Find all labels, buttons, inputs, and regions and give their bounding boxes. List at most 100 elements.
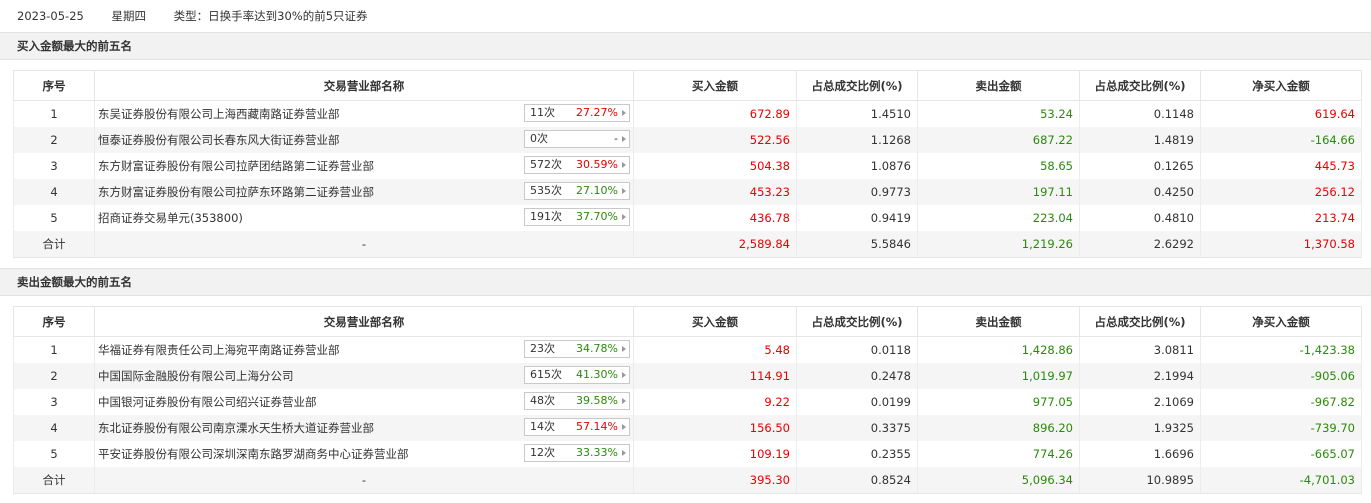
caret-right-icon [622,136,626,142]
caret-right-icon [622,424,626,430]
listing-count: 615次 [530,368,562,381]
branch-stats-dropdown[interactable]: 11次 27.27% [524,104,630,122]
total-sell-ratio: 10.9895 [1079,467,1201,494]
branch-name-link[interactable]: 东吴证券股份有限公司上海西藏南路证券营业部 [98,107,340,121]
sell-ratio: 0.1148 [1079,100,1201,127]
col-buy-ratio: 占总成交比例(%) [796,306,918,337]
buy-amount: 504.38 [633,153,797,179]
branch-name-cell: 华福证券有限责任公司上海宛平南路证券营业部 23次 34.78% [94,336,634,363]
caret-right-icon [622,450,626,456]
table-header-row: 序号 交易营业部名称 买入金额 占总成交比例(%) 卖出金额 占总成交比例(%)… [13,306,1362,337]
total-net-buy: 1,370.58 [1200,231,1362,258]
branch-stats-dropdown[interactable]: 615次 41.30% [524,366,630,384]
branch-name-link[interactable]: 平安证券股份有限公司深圳深南东路罗湖商务中心证券营业部 [98,447,409,461]
table-header-row: 序号 交易营业部名称 买入金额 占总成交比例(%) 卖出金额 占总成交比例(%)… [13,70,1362,101]
buy-ratio: 1.4510 [796,100,918,127]
branch-name-cell: 恒泰证券股份有限公司长春东风大街证券营业部 0次 - [94,127,634,153]
branch-name-link[interactable]: 中国银河证券股份有限公司绍兴证券营业部 [98,395,317,409]
net-buy-amount: -665.07 [1200,441,1362,467]
total-sell-ratio: 2.6292 [1079,231,1201,258]
buy-amount: 109.19 [633,441,797,467]
total-buy-amount: 395.30 [633,467,797,494]
buy-ratio: 0.0118 [796,336,918,363]
win-rate: 39.58% [576,394,618,407]
sell-amount: 53.24 [917,100,1080,127]
listing-count: 572次 [530,158,562,171]
col-branch-name: 交易营业部名称 [94,306,634,337]
col-buy-ratio: 占总成交比例(%) [796,70,918,101]
col-seq: 序号 [13,306,95,337]
branch-name-link[interactable]: 东方财富证券股份有限公司拉萨东环路第二证券营业部 [98,185,374,199]
branch-name-link[interactable]: 中国国际金融股份有限公司上海分公司 [98,369,294,383]
branch-stats-dropdown[interactable]: 572次 30.59% [524,156,630,174]
branch-stats-dropdown[interactable]: 535次 27.10% [524,182,630,200]
sell-ratio: 0.4810 [1079,205,1201,231]
branch-name-link[interactable]: 东方财富证券股份有限公司拉萨团结路第二证券营业部 [98,159,374,173]
branch-name-link[interactable]: 恒泰证券股份有限公司长春东风大街证券营业部 [98,133,340,147]
table-row: 4 东北证券股份有限公司南京溧水天生桥大道证券营业部 14次 57.14% 156.50… [13,415,1362,441]
branch-stats-dropdown[interactable]: 23次 34.78% [524,340,630,358]
buy-amount: 453.23 [633,179,797,205]
row-seq: 3 [13,389,95,415]
branch-name-link[interactable]: 东北证券股份有限公司南京溧水天生桥大道证券营业部 [98,421,374,435]
net-buy-amount: -967.82 [1200,389,1362,415]
total-name-placeholder: - [94,467,634,494]
listing-count: 535次 [530,184,562,197]
net-buy-amount: 619.64 [1200,100,1362,127]
row-seq: 4 [13,415,95,441]
listing-count: 191次 [530,210,562,223]
total-buy-amount: 2,589.84 [633,231,797,258]
branch-name-cell: 东方财富证券股份有限公司拉萨团结路第二证券营业部 572次 30.59% [94,153,634,179]
row-seq: 2 [13,127,95,153]
branch-stats-dropdown[interactable]: 191次 37.70% [524,208,630,226]
col-branch-name: 交易营业部名称 [94,70,634,101]
sell-ratio: 0.4250 [1079,179,1201,205]
total-buy-ratio: 5.5846 [796,231,918,258]
table-row: 3 东方财富证券股份有限公司拉萨团结路第二证券营业部 572次 30.59% 504.3… [13,153,1362,179]
total-label: 合计 [13,467,95,494]
branch-stats-dropdown[interactable]: 12次 33.33% [524,444,630,462]
net-buy-amount: -739.70 [1200,415,1362,441]
table-row: 3 中国银河证券股份有限公司绍兴证券营业部 48次 39.58% 9.22 0.0199 9… [13,389,1362,415]
buy-section-title: 买入金额最大的前五名 [0,32,1371,60]
buy-ratio: 0.9773 [796,179,918,205]
buy-amount: 5.48 [633,336,797,363]
branch-name-link[interactable]: 华福证券有限责任公司上海宛平南路证券营业部 [98,343,340,357]
sell-amount: 977.05 [917,389,1080,415]
buy-ratio: 0.3375 [796,415,918,441]
win-rate: 30.59% [576,158,618,171]
net-buy-amount: -1,423.38 [1200,336,1362,363]
win-rate: 57.14% [576,420,618,433]
branch-stats-dropdown[interactable]: 0次 - [524,130,630,148]
buy-ratio: 0.2478 [796,363,918,389]
sell-amount: 58.65 [917,153,1080,179]
sell-section-title: 卖出金额最大的前五名 [0,268,1371,296]
branch-name-cell: 中国银河证券股份有限公司绍兴证券营业部 48次 39.58% [94,389,634,415]
branch-stats-dropdown[interactable]: 14次 57.14% [524,418,630,436]
win-rate: 34.78% [576,342,618,355]
branch-name-link[interactable]: 招商证券交易单元(353800) [98,211,243,225]
net-buy-amount: -164.66 [1200,127,1362,153]
net-buy-amount: 213.74 [1200,205,1362,231]
total-buy-ratio: 0.8524 [796,467,918,494]
branch-stats-dropdown[interactable]: 48次 39.58% [524,392,630,410]
total-label: 合计 [13,231,95,258]
row-seq: 5 [13,205,95,231]
caret-right-icon [622,372,626,378]
table-row: 1 华福证券有限责任公司上海宛平南路证券营业部 23次 34.78% 5.48 0.011… [13,336,1362,363]
row-seq: 5 [13,441,95,467]
branch-name-cell: 东北证券股份有限公司南京溧水天生桥大道证券营业部 14次 57.14% [94,415,634,441]
listing-count: 14次 [530,420,555,433]
table-row: 2 中国国际金融股份有限公司上海分公司 615次 41.30% 114.91 0.2478… [13,363,1362,389]
col-net-buy: 净买入金额 [1200,306,1362,337]
net-buy-amount: 256.12 [1200,179,1362,205]
branch-name-cell: 招商证券交易单元(353800) 191次 37.70% [94,205,634,231]
list-type: 类型：日换手率达到30%的前5只证券 [173,9,368,23]
table-row: 2 恒泰证券股份有限公司长春东风大街证券营业部 0次 - 522.56 1.1268 687… [13,127,1362,153]
caret-right-icon [622,214,626,220]
total-sell-amount: 1,219.26 [917,231,1080,258]
table-row: 1 东吴证券股份有限公司上海西藏南路证券营业部 11次 27.27% 672.89 1.4… [13,100,1362,127]
sell-amount: 896.20 [917,415,1080,441]
total-net-buy: -4,701.03 [1200,467,1362,494]
col-sell-amount: 卖出金额 [917,306,1080,337]
